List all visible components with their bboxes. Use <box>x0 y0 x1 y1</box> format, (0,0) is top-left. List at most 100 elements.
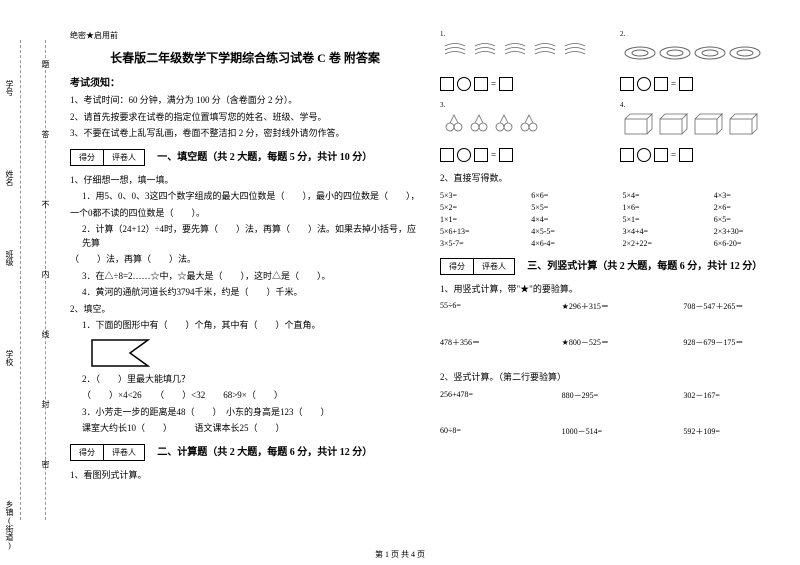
input-box[interactable] <box>474 148 488 162</box>
s1-q1-1: 1．用5、0、0、3这四个数字组成的最大四位数是（ ），最小的四位数是（ ）， <box>70 190 420 204</box>
calc-item: 4×3= <box>714 191 790 200</box>
input-box[interactable] <box>440 77 454 91</box>
operator-circle[interactable] <box>637 77 651 91</box>
s1-q1-4: 4．黄河的通航河道长约3794千米，约是（ ）千米。 <box>70 286 420 300</box>
bananas-icon <box>440 38 590 73</box>
calc-item: 2×3+30= <box>714 227 790 236</box>
seal-char-4: 内 <box>40 270 51 278</box>
s1-q2-2: 2．（ ）里最大能填几？ <box>70 373 420 387</box>
vcalc-item: 928－679－175＝ <box>683 337 790 348</box>
calc-item: 2×6= <box>714 203 790 212</box>
margin-label-name: 姓名 <box>4 170 15 186</box>
equals-sign: = <box>671 79 676 89</box>
reviewer-label: 评卷人 <box>104 150 144 165</box>
vertical-calc-grid-2b: 60÷8= 1000－514= 592＋109= <box>440 426 790 437</box>
s1-q1-intro: 1、仔细想一想，填一填。 <box>70 174 420 188</box>
flag-shape-icon <box>90 338 420 368</box>
calc-item: 2×2+22= <box>623 239 699 248</box>
equation-boxes-4: = <box>620 148 790 162</box>
equation-boxes-1: = <box>440 77 610 91</box>
s1-q2-2a: （ ）×4<26 （ ）<32 68>9×（ ） <box>70 389 420 403</box>
seal-char-6: 答 <box>40 130 51 138</box>
vcalc-item: 256+478= <box>440 390 547 401</box>
right-column: 1. = <box>440 30 790 485</box>
vertical-calc-grid-1: 55÷6= ★296＋315＝ 708－547＋265＝ <box>440 301 790 312</box>
vertical-calc-grid-1b: 478＋356＝ ★800－525＝ 928－679－175＝ <box>440 337 790 348</box>
dotted-line-1 <box>20 40 21 520</box>
score-box-1: 得分 评卷人 <box>70 149 145 166</box>
calc-item: 1×1= <box>440 215 516 224</box>
calc-item: 4×4= <box>531 215 607 224</box>
vcalc-item: 592＋109= <box>683 426 790 437</box>
input-box[interactable] <box>620 148 634 162</box>
main-content: 绝密★启用前 长春版二年级数学下学期综合练习试卷 C 卷 附答案 考试须知： 1… <box>70 30 790 485</box>
s1-q1-2: 2．计算（24+12）÷4时，要先算（ ）法，再算（ ）法。如果去掉小括号，应先… <box>70 223 420 250</box>
margin-label-school: 学校 <box>4 350 15 366</box>
notice-title: 考试须知： <box>70 74 420 89</box>
s1-q1-2b: （ ）法，再算（ ）法。 <box>70 253 420 267</box>
s3-q1: 1、用竖式计算，带"★"的要验算。 <box>440 283 790 297</box>
vcalc-item: 302－167= <box>683 390 790 401</box>
score-box-2: 得分 评卷人 <box>70 444 145 461</box>
vcalc-item: 60÷8= <box>440 426 547 437</box>
margin-label-class: 班级 <box>4 250 15 266</box>
calc-item: 5×6+13= <box>440 227 516 236</box>
pic-group-2: 2. = <box>620 30 790 91</box>
s1-q2-intro: 2、填空。 <box>70 303 420 317</box>
margin-label-id: 学号 <box>4 80 15 96</box>
secrecy-tag: 绝密★启用前 <box>70 30 420 41</box>
score-label-2: 得分 <box>71 445 104 460</box>
seal-char-7: 题 <box>40 60 51 68</box>
calc-item: 6×6-20= <box>714 239 790 248</box>
s1-q2-1: 1．下面的图形中有（ ）个角，其中有（ ）个直角。 <box>70 319 420 333</box>
input-box[interactable] <box>654 77 668 91</box>
margin-label-township: 乡镇(街道) <box>4 500 15 550</box>
input-box[interactable] <box>679 77 693 91</box>
picture-problems-row2: 3. = 4. <box>440 101 790 162</box>
operator-circle[interactable] <box>637 148 651 162</box>
pic-group-4: 4. = <box>620 101 790 162</box>
score-box-3: 得分 评卷人 <box>440 258 515 275</box>
s1-q1-1b: 一个0都不读的四位数是（ ）。 <box>70 207 420 221</box>
vcalc-item: 1000－514= <box>562 426 669 437</box>
dotted-line-2 <box>45 40 46 520</box>
calc-item: 4×5-5= <box>531 227 607 236</box>
s2-q2: 2、直接写得数。 <box>440 172 790 186</box>
notice-3: 3、不要在试卷上乱写乱画，卷面不整洁扣 2 分，密封线外请勿作答。 <box>70 127 420 141</box>
vcalc-item: 55÷6= <box>440 301 547 312</box>
input-box[interactable] <box>620 77 634 91</box>
score-label: 得分 <box>71 150 104 165</box>
cherries-icon <box>440 109 590 144</box>
s1-q2-3: 3．小芳走一步的距离是48（ ） 小东的身高是123（ ） <box>70 406 420 420</box>
input-box[interactable] <box>654 148 668 162</box>
calc-item: 6×5= <box>714 215 790 224</box>
input-box[interactable] <box>499 77 513 91</box>
equation-boxes-2: = <box>620 77 790 91</box>
calc-item: 5×4= <box>623 191 699 200</box>
section2-title: 二、计算题（共 2 大题，每题 6 分，共计 12 分） <box>157 447 372 458</box>
picture-problems-row1: 1. = <box>440 30 790 91</box>
input-box[interactable] <box>440 148 454 162</box>
calc-item: 3×4+4= <box>623 227 699 236</box>
operator-circle[interactable] <box>457 148 471 162</box>
s3-q2: 2、竖式计算。（第二行要验算） <box>440 371 790 385</box>
input-box[interactable] <box>474 77 488 91</box>
calc-item: 5×5= <box>531 203 607 212</box>
equals-sign: = <box>671 150 676 160</box>
vertical-calc-grid-2: 256+478= 880－295= 302－167= <box>440 390 790 401</box>
vcalc-item: 880－295= <box>562 390 669 401</box>
operator-circle[interactable] <box>457 77 471 91</box>
plates-icon <box>620 38 770 73</box>
input-box[interactable] <box>499 148 513 162</box>
calc-item: 5×3= <box>440 191 516 200</box>
seal-char-1: 密 <box>40 460 51 468</box>
vcalc-item: 708－547＋265＝ <box>683 301 790 312</box>
input-box[interactable] <box>679 148 693 162</box>
calc-item: 5×2= <box>440 203 516 212</box>
calc-grid: 5×3= 6×6= 5×4= 4×3= 5×2= 5×5= 1×6= 2×6= … <box>440 191 790 248</box>
seal-char-5: 不 <box>40 200 51 208</box>
calc-item: 6×6= <box>531 191 607 200</box>
seal-char-2: 封 <box>40 400 51 408</box>
s2-q1: 1、看图列式计算。 <box>70 469 420 483</box>
calc-item: 4×6-4= <box>531 239 607 248</box>
